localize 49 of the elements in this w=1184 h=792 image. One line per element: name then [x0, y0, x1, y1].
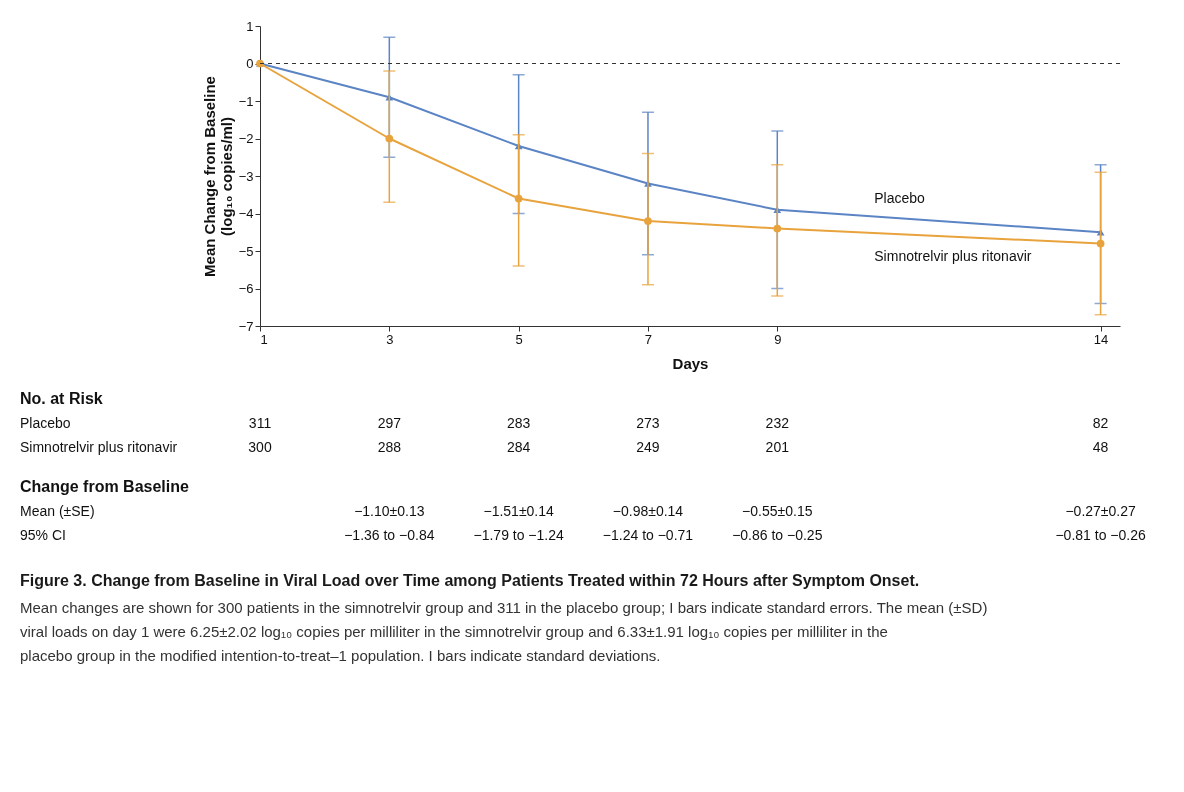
text: No. at Risk [20, 390, 103, 407]
y-axis-title: Mean Change from Baseline (log₁₀ copies/ml) [200, 76, 235, 277]
y-tick-label: 0 [246, 56, 254, 71]
y-tick-label: −3 [238, 168, 254, 184]
text: −0.81 to −0.26 [1055, 527, 1146, 543]
text: −1.79 to −1.24 [473, 527, 565, 543]
text: −1.10±0.13 [354, 503, 425, 519]
text: Placebo [20, 415, 71, 431]
text: −0.98±0.14 [612, 503, 684, 519]
text: Mean (±SE) [20, 503, 95, 519]
text: 311 [248, 415, 272, 431]
text: Figure 3. Change from Baseline in Viral Load over Time among Patients Treated within 72 Hours after Symptom Onset. [20, 572, 920, 589]
series-label: Simnotrelvir plus ritonavir [874, 247, 1032, 264]
text: 48 [1092, 439, 1109, 455]
text: 95% CI [20, 527, 66, 543]
text: 300 [248, 439, 272, 455]
y-tick-label: −7 [238, 318, 254, 334]
text: Simnotrelvir plus ritonavir [20, 439, 178, 455]
x-tick-label: 14 [1093, 331, 1109, 347]
y-tick-label: 1 [246, 18, 254, 34]
text: −1.36 to −0.84 [344, 527, 435, 543]
text: −1.24 to −0.71 [602, 527, 694, 543]
text: 283 [506, 415, 531, 431]
text: Mean changes are shown for 300 patients in the simnotrelvir group and 311 in the placebo group; I bars indicate standard errors. The mean (±SD) viral loads on day 1 were 6.25±2.02 log₁₀ copies per milliliter in the simnotrelvir group and 6.33±1.91 log₁₀ copies per milliliter in the placebo group in the modified intention-to-treat–1 population. I bars indicate standard deviations. [20, 599, 988, 664]
y-tick-label: −1 [238, 93, 254, 109]
text: −0.27±0.27 [1065, 503, 1136, 519]
x-tick-label: 9 [774, 331, 782, 347]
text: −0.55±0.15 [742, 503, 813, 519]
text: −1.51±0.14 [483, 503, 555, 519]
series-label: Placebo [874, 189, 926, 206]
x-axis-title: Days [672, 354, 709, 372]
text: 297 [377, 415, 402, 431]
text: 284 [506, 439, 531, 455]
y-tick-label: −4 [238, 206, 254, 221]
text: 232 [765, 415, 790, 431]
x-tick-label: 3 [386, 331, 394, 347]
y-tick-label: −5 [238, 243, 254, 259]
text: −0.86 to −0.25 [732, 527, 823, 543]
x-tick-label: 7 [644, 331, 653, 347]
text: 288 [377, 439, 402, 455]
text: 201 [765, 439, 790, 455]
text: Change from Baseline [20, 478, 190, 495]
x-tick-label: 5 [515, 331, 523, 347]
text: 249 [636, 439, 660, 455]
x-tick-label: 1 [260, 331, 268, 347]
y-tick-label: −2 [238, 131, 254, 146]
text: 273 [636, 415, 660, 431]
text: 82 [1092, 415, 1109, 431]
y-tick-label: −6 [238, 281, 254, 296]
